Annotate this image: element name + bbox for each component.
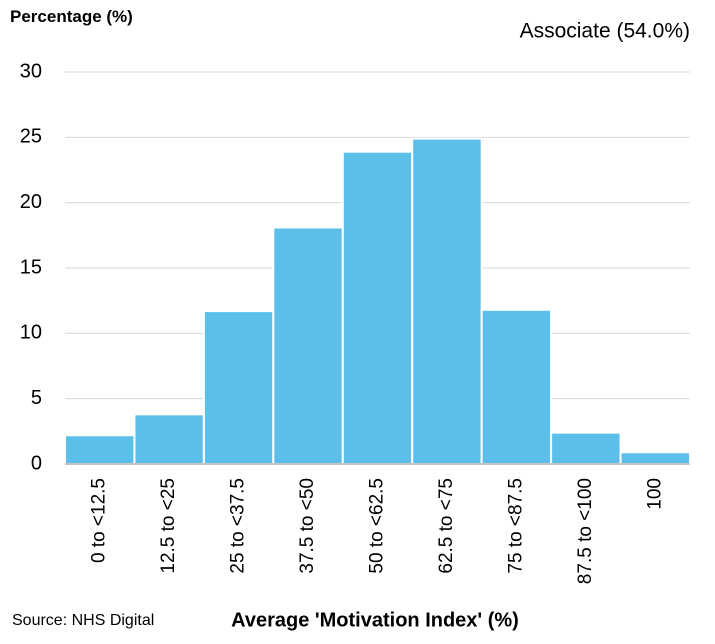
annotation: Associate (54.0%) bbox=[520, 20, 690, 43]
bar bbox=[480, 308, 553, 465]
y-tick-label: 0 bbox=[31, 452, 42, 474]
y-tick-label: 25 bbox=[20, 126, 42, 148]
x-tick-label: 75 to <87.5 bbox=[505, 478, 526, 574]
bar bbox=[411, 137, 483, 465]
x-axis-title: Average 'Motivation Index' (%) bbox=[231, 609, 519, 631]
bar bbox=[619, 451, 691, 465]
x-tick-label: 0 to <12.5 bbox=[89, 478, 110, 563]
y-axis-title: Percentage (%) bbox=[10, 7, 133, 26]
x-tick-label: 25 to <37.5 bbox=[228, 478, 249, 574]
y-tick-label: 15 bbox=[20, 256, 42, 278]
bar bbox=[202, 310, 275, 465]
y-tick-label: 5 bbox=[31, 387, 42, 409]
y-tick-label: 10 bbox=[20, 322, 42, 344]
source: Source: NHS Digital bbox=[12, 612, 154, 629]
x-tick-label: 12.5 to <25 bbox=[158, 478, 179, 574]
bar bbox=[64, 434, 136, 465]
y-tick-label: 30 bbox=[20, 60, 42, 82]
x-tick-label: 100 bbox=[644, 478, 665, 510]
x-tick-label: 37.5 to <50 bbox=[297, 478, 318, 574]
bar bbox=[272, 226, 344, 465]
y-tick-label: 20 bbox=[20, 191, 42, 213]
x-tick-label: 62.5 to <75 bbox=[436, 478, 457, 574]
bar bbox=[341, 150, 414, 465]
x-tick-label: 50 to <62.5 bbox=[367, 478, 388, 574]
x-tick-label: 87.5 to <100 bbox=[575, 478, 596, 584]
bar bbox=[550, 431, 622, 466]
bar bbox=[133, 413, 205, 466]
